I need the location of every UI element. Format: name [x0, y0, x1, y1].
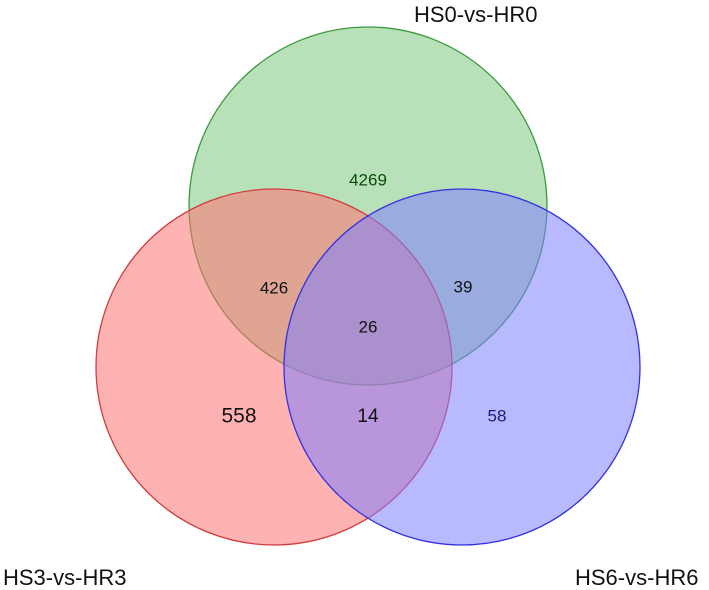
count-top-right: 39 [454, 277, 473, 296]
count-all-three: 26 [359, 317, 378, 336]
count-top-only: 4269 [349, 170, 387, 189]
set-circle-hs6-vs-hr6 [283, 188, 641, 546]
count-left-only: 558 [221, 405, 256, 428]
set-label-hs0-vs-hr0: HS0-vs-HR0 [414, 2, 537, 27]
count-right-only: 58 [488, 406, 507, 425]
set-label-hs3-vs-hr3: HS3-vs-HR3 [3, 565, 126, 590]
count-left-right: 14 [357, 406, 379, 427]
count-top-left: 426 [260, 278, 288, 297]
set-label-hs6-vs-hr6: HS6-vs-HR6 [575, 565, 698, 590]
